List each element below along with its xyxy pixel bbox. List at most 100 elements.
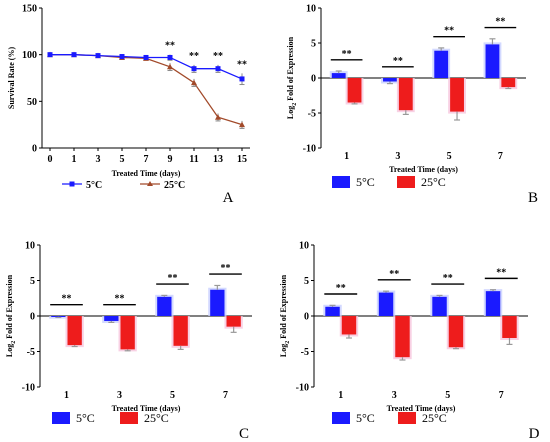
- data-point: [143, 54, 149, 60]
- significance-label: **: [336, 283, 346, 294]
- x-tick-label: 3: [96, 154, 101, 165]
- y-axis-label: Log2 Fold of Expression: [286, 36, 298, 119]
- x-axis-label: Treated Time (days): [387, 404, 456, 413]
- bar-5c: [485, 291, 501, 316]
- y-tick-label: 10: [25, 241, 35, 252]
- bar-5c: [51, 316, 66, 317]
- significance-label: **: [115, 294, 125, 305]
- data-point: [47, 52, 53, 58]
- x-tick-label: 7: [499, 390, 504, 401]
- significance-label: **: [168, 273, 178, 284]
- y-tick-label: 10: [299, 241, 309, 252]
- y-tick-label: 0: [304, 312, 309, 323]
- bar-25c: [226, 316, 241, 327]
- y-tick-label: 50: [27, 97, 37, 108]
- y-axis-label: Log2 Fold of Expression: [5, 274, 17, 357]
- x-tick-label: 13: [213, 154, 223, 165]
- bar-5c: [210, 289, 225, 316]
- ylabel-sub: 2: [285, 341, 291, 344]
- y-tick-label: 0: [30, 312, 35, 323]
- data-point: [239, 121, 245, 128]
- x-tick-label: 1: [338, 390, 343, 401]
- y-tick-label: -5: [301, 347, 309, 358]
- bar-25c: [173, 316, 188, 346]
- bar-5c: [104, 316, 119, 321]
- bar-5c: [383, 78, 397, 82]
- bar-25c: [341, 316, 357, 335]
- x-tick-label: 15: [237, 154, 247, 165]
- bar-5c: [331, 73, 346, 78]
- data-point: [215, 66, 221, 72]
- data-point: [71, 52, 77, 58]
- bar-25c: [120, 316, 135, 350]
- bar-5c: [485, 44, 500, 78]
- significance-label: **: [165, 41, 175, 52]
- legend-label: 25°C: [144, 411, 169, 425]
- legend: 5°C 25°C: [332, 411, 447, 425]
- legend: 5°C 25°C: [52, 411, 169, 425]
- chart-panel-b: -10 -5 0 5 10 1 ** 3 ** 5 ** 7 ** Treated Time (days): [303, 4, 526, 174]
- significance-label: **: [221, 263, 231, 274]
- significance-label: **: [213, 51, 223, 62]
- significance-label: **: [495, 17, 505, 28]
- series-line: [50, 54, 243, 126]
- x-tick-label: 5: [120, 154, 125, 165]
- bar-25c: [448, 316, 464, 348]
- legend: 5°C 25°C: [332, 175, 446, 189]
- legend-label: 25°C: [422, 411, 447, 425]
- legend-label: 5°C: [356, 175, 375, 189]
- significance-label: **: [496, 267, 506, 278]
- legend-swatch: [397, 176, 415, 188]
- significance-label: **: [443, 273, 453, 284]
- y-tick-label: 5: [304, 276, 309, 287]
- data-point: [215, 114, 221, 120]
- legend-label: 5°C: [86, 180, 102, 191]
- panel-letter: A: [223, 190, 234, 206]
- legend-marker: [69, 181, 75, 187]
- legend: 5°C 25°C: [62, 180, 185, 191]
- x-tick-label: 11: [189, 154, 198, 165]
- legend-marker: [147, 181, 153, 186]
- ylabel-sub: 2: [292, 103, 298, 106]
- bar-25c: [395, 316, 410, 358]
- x-tick-label: 0: [48, 154, 53, 165]
- legend-swatch: [332, 412, 350, 424]
- bar-5c: [325, 306, 340, 316]
- data-point: [191, 79, 197, 86]
- x-tick-label: 9: [168, 154, 173, 165]
- x-tick-label: 7: [498, 151, 503, 162]
- x-tick-label: 1: [72, 154, 77, 165]
- panel-letter: D: [529, 426, 540, 442]
- legend-label: 25°C: [164, 180, 185, 191]
- y-tick-label: -5: [27, 347, 35, 358]
- bar-25c: [501, 78, 516, 88]
- legend-swatch: [52, 412, 70, 424]
- data-point: [167, 63, 173, 70]
- data-point: [167, 54, 173, 60]
- x-tick-label: 5: [445, 390, 450, 401]
- legend-label: 25°C: [421, 175, 446, 189]
- y-tick-label: -10: [296, 383, 309, 394]
- x-tick-label: 3: [395, 151, 400, 162]
- bar-25c: [502, 316, 517, 339]
- legend-label: 5°C: [76, 411, 95, 425]
- series-25c: [47, 51, 245, 129]
- x-tick-label: 5: [447, 151, 452, 162]
- data-point: [95, 53, 101, 59]
- x-axis-label: Treated Time (days): [112, 404, 181, 413]
- ylabel-rest: Fold of Expression: [279, 274, 288, 340]
- ylabel-main: Log: [286, 106, 295, 119]
- bar-5c: [434, 50, 449, 78]
- significance-label: **: [342, 49, 352, 60]
- series-5c: [47, 52, 245, 86]
- x-tick-label: 1: [64, 390, 69, 401]
- legend-swatch: [332, 176, 350, 188]
- bar-25c: [347, 78, 362, 103]
- x-tick-label: 3: [117, 390, 122, 401]
- x-tick-label: 5: [170, 390, 175, 401]
- bar-25c: [67, 316, 82, 346]
- bar-5c: [432, 296, 447, 316]
- bar-25c: [398, 78, 413, 111]
